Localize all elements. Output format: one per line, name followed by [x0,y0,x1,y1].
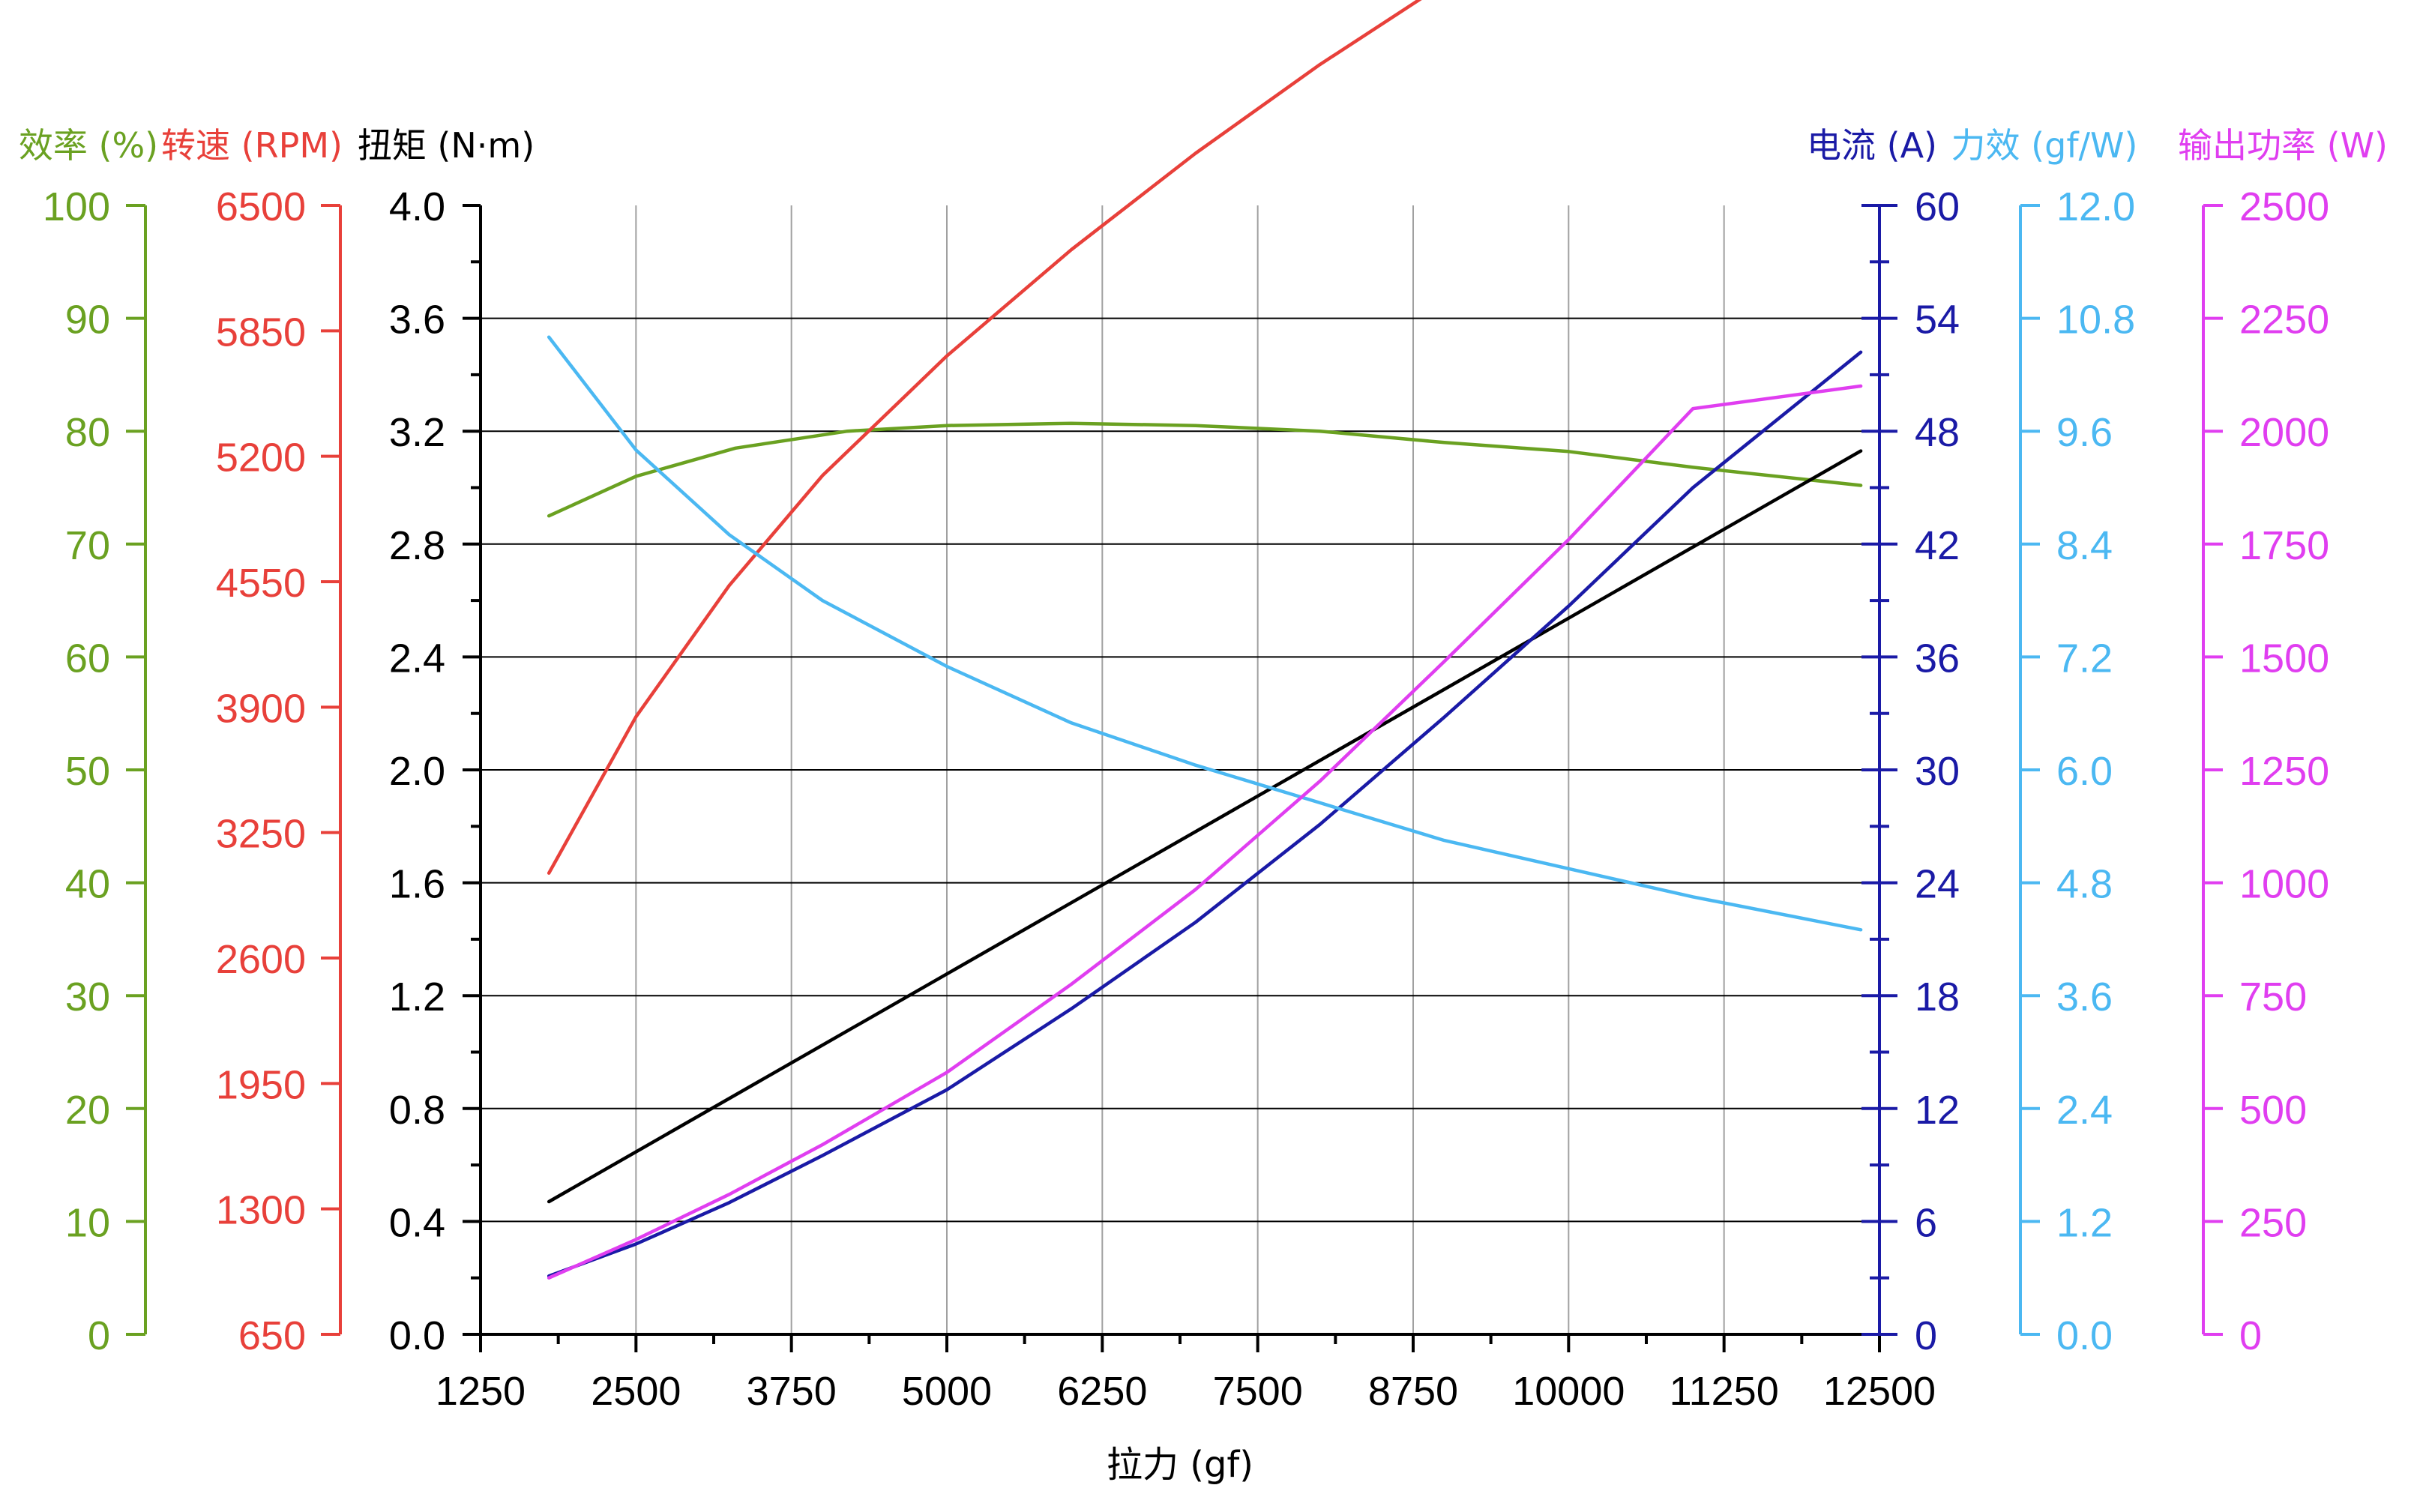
y-tick-label-power: 1250 [2239,749,2329,794]
y-tick-label-rpm: 6500 [216,184,306,229]
y-tick-label-torque: 4.0 [389,184,445,229]
y-tick-label-rpm: 5200 [216,436,306,481]
y-tick-label-power: 2250 [2239,298,2329,343]
y-tick-label-power: 500 [2239,1088,2307,1133]
y-tick-label-torque: 2.4 [389,636,445,681]
y-tick-label-force_eff: 10.8 [2056,298,2135,343]
y-tick-label-current: 6 [1915,1200,1937,1245]
x-tick-label: 11250 [1670,1369,1779,1414]
x-tick-label: 5000 [902,1369,992,1414]
y-tick-label-power: 2000 [2239,410,2329,455]
y-axis-title-current: 电流 (A) [1807,125,1937,166]
y-tick-label-torque: 3.2 [389,410,445,455]
y-tick-label-force_eff: 4.8 [2056,862,2113,907]
y-tick-label-eff: 20 [65,1088,110,1133]
y-tick-label-eff: 100 [43,184,110,229]
y-tick-label-torque: 3.6 [389,298,445,343]
y-axis-title-power: 输出功率 (W) [2178,125,2388,166]
series-line-power [547,384,1863,1280]
y-axis-title-torque: 扭矩 (N·m) [358,125,535,166]
y-tick-label-rpm: 3900 [216,686,306,731]
y-tick-label-torque: 1.2 [389,975,445,1019]
y-tick-label-power: 1500 [2239,636,2329,681]
series-line-eff [547,421,1863,518]
y-axis-current [1861,204,1897,1336]
y-tick-label-current: 42 [1915,523,1960,568]
x-tick-label: 12500 [1823,1369,1936,1414]
series-line-torque [547,449,1863,1204]
y-tick-label-eff: 10 [65,1200,110,1245]
x-tick-label: 10000 [1512,1369,1625,1414]
y-tick-label-rpm: 1300 [216,1188,306,1233]
y-tick-label-rpm: 3250 [216,812,306,857]
y-tick-label-power: 2500 [2239,184,2329,229]
y-tick-label-eff: 40 [65,862,110,907]
axes [126,204,2223,1352]
y-tick-label-torque: 2.8 [389,523,445,568]
y-tick-label-power: 0 [2239,1313,2262,1358]
y-tick-label-eff: 50 [65,749,110,794]
y-tick-label-torque: 2.0 [389,749,445,794]
y-tick-label-force_eff: 9.6 [2056,410,2113,455]
y-tick-label-torque: 0.8 [389,1088,445,1133]
y-tick-label-current: 36 [1915,636,1960,681]
axis-labels: 1250 2500 3750 5000 6250 7500 8750 10000 11250 12… [19,125,2388,1486]
y-tick-label-torque: 1.6 [389,862,445,907]
y-axis-title-rpm: 转速 (RPM) [161,125,343,166]
y-tick-label-power: 1750 [2239,523,2329,568]
y-tick-label-current: 54 [1915,298,1960,343]
y-tick-label-current: 0 [1915,1313,1937,1358]
y-tick-label-force_eff: 0.0 [2056,1313,2113,1358]
y-tick-label-rpm: 4550 [216,561,306,606]
x-tick-label: 7500 [1213,1369,1303,1414]
y-tick-label-eff: 90 [65,298,110,343]
y-tick-label-force_eff: 3.6 [2056,975,2113,1019]
y-tick-label-eff: 30 [65,975,110,1019]
y-tick-label-eff: 60 [65,636,110,681]
y-tick-label-force_eff: 1.2 [2056,1200,2113,1245]
series-line-rpm [547,0,1422,875]
y-axis-rpm [321,204,342,1336]
y-tick-label-torque: 0.4 [389,1200,445,1245]
y-tick-label-torque: 0.0 [389,1313,445,1358]
y-tick-label-force_eff: 8.4 [2056,523,2113,568]
y-tick-label-current: 48 [1915,410,1960,455]
y-axis-torque [463,204,482,1336]
y-tick-label-power: 750 [2239,975,2307,1019]
series-line-force_eff [547,335,1863,932]
y-tick-label-rpm: 1950 [216,1062,306,1107]
x-axis-title: 拉力 (gf) [1107,1444,1253,1486]
y-tick-label-current: 18 [1915,975,1960,1019]
y-tick-label-force_eff: 2.4 [2056,1088,2113,1133]
x-tick-label: 1250 [436,1369,526,1414]
x-tick-label: 6250 [1057,1369,1147,1414]
grid [481,205,1879,1334]
y-tick-label-current: 60 [1915,184,1960,229]
y-tick-label-eff: 70 [65,523,110,568]
y-tick-label-rpm: 650 [238,1313,306,1358]
y-tick-label-current: 30 [1915,749,1960,794]
series-lines [547,0,1863,1280]
x-tick-label: 3750 [747,1369,837,1414]
y-tick-label-rpm: 2600 [216,937,306,982]
y-tick-label-power: 1000 [2239,862,2329,907]
y-axis-title-force_eff: 力效 (gf/W) [1951,125,2138,166]
y-axis-eff [126,204,147,1336]
y-tick-label-power: 250 [2239,1200,2307,1245]
y-tick-label-current: 12 [1915,1088,1960,1133]
series-line-current [547,350,1863,1278]
y-tick-label-force_eff: 6.0 [2056,749,2113,794]
x-tick-label: 2500 [591,1369,681,1414]
y-axis-power [2202,204,2223,1336]
y-axis-title-eff: 效率 (%) [19,125,158,166]
y-tick-label-rpm: 5850 [216,310,306,355]
y-tick-label-current: 24 [1915,862,1960,907]
y-tick-label-eff: 0 [88,1313,110,1358]
y-axis-force_eff [2019,204,2040,1336]
x-tick-label: 8750 [1368,1369,1458,1414]
y-tick-label-force_eff: 12.0 [2056,184,2135,229]
y-tick-label-force_eff: 7.2 [2056,636,2113,681]
y-tick-label-eff: 80 [65,410,110,455]
